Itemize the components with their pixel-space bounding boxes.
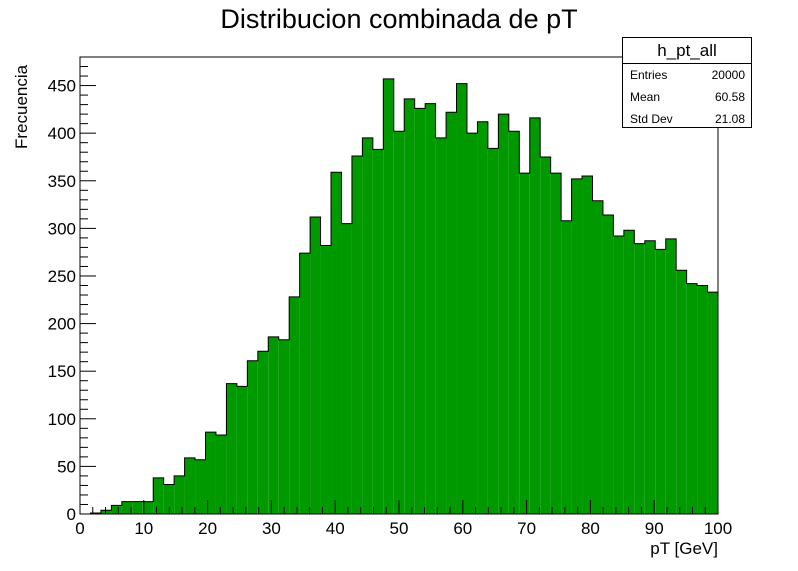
histogram-bar <box>132 501 143 514</box>
histogram-bar <box>153 477 164 514</box>
chart-title: Distribucion combinada de pT <box>220 4 577 34</box>
histogram-bar <box>676 270 687 514</box>
histogram-bar <box>425 103 436 514</box>
histogram-bar <box>487 148 499 514</box>
histogram-bar <box>111 505 122 514</box>
histogram-bar <box>404 98 415 515</box>
histogram-bar <box>707 292 718 514</box>
histogram-bar <box>362 137 373 515</box>
histogram-bar <box>540 156 551 514</box>
histogram-bar <box>665 238 677 515</box>
x-tick-label: 100 <box>704 519 732 538</box>
histogram-bar <box>582 176 593 514</box>
histogram-bar <box>550 173 562 514</box>
x-tick-label: 60 <box>453 519 472 538</box>
x-tick-label: 10 <box>134 519 153 538</box>
y-tick-label: 200 <box>48 315 76 334</box>
stats-box: h_pt_all Entries 20000 Mean 60.58 Std De… <box>622 37 752 128</box>
y-tick-label: 300 <box>48 219 76 238</box>
histogram-bar <box>383 78 394 514</box>
y-tick-label: 50 <box>57 457 76 476</box>
stats-histogram-name: h_pt_all <box>623 38 751 64</box>
histogram-bar <box>446 112 457 515</box>
histogram-bar <box>592 200 603 514</box>
histogram-bar <box>644 240 656 515</box>
y-tick-label: 0 <box>67 505 76 524</box>
stats-row-std-dev: Std Dev 21.08 <box>623 108 751 130</box>
histogram-bar <box>498 114 509 514</box>
histogram-bar <box>351 156 363 514</box>
histogram-bar <box>215 434 227 514</box>
x-tick-label: 70 <box>517 519 536 538</box>
histogram-bar <box>341 223 352 515</box>
histogram-bar <box>634 243 645 514</box>
histogram-bars <box>80 78 719 515</box>
histogram-bar <box>121 501 133 514</box>
x-tick-label: 80 <box>581 519 600 538</box>
histogram-bar <box>686 283 698 514</box>
y-tick-label: 250 <box>48 267 76 286</box>
histogram-bar <box>142 501 154 514</box>
y-axis: 0 50 100 150 200 250 300 350 400 450 <box>48 56 96 524</box>
histogram-bar <box>477 121 488 514</box>
histogram-bar <box>529 117 541 514</box>
x-tick-label: 30 <box>262 519 281 538</box>
histogram-bar <box>289 296 300 514</box>
histogram-bar <box>372 149 384 514</box>
stats-value: 21.08 <box>714 112 745 126</box>
histogram-bar <box>508 131 520 514</box>
histogram-bar <box>226 383 237 514</box>
histogram-bar <box>299 253 311 515</box>
histogram-bar <box>195 459 206 514</box>
histogram-bar <box>236 386 248 514</box>
y-axis-title: Frecuencia <box>12 64 31 149</box>
histogram-bar <box>519 173 530 514</box>
x-tick-label: 90 <box>645 519 664 538</box>
y-tick-label: 350 <box>48 172 76 191</box>
histogram-bar <box>561 220 572 514</box>
x-axis: 0 10 20 30 40 50 60 70 80 90 100 <box>75 500 732 538</box>
stats-value: 20000 <box>711 68 745 82</box>
stats-label: Mean <box>630 90 661 104</box>
histogram-bar <box>205 432 216 514</box>
histogram-bar <box>278 339 290 514</box>
y-tick-label: 100 <box>48 410 76 429</box>
x-axis-title: pT [GeV] <box>650 539 718 558</box>
stats-label: Entries <box>630 68 668 82</box>
stats-row-mean: Mean 60.58 <box>623 86 751 108</box>
histogram-bar <box>623 230 635 514</box>
histogram-bar <box>697 285 708 514</box>
histogram-bar <box>655 249 666 514</box>
histogram-bar <box>571 178 583 514</box>
histogram-bar <box>268 336 279 514</box>
histogram-outline <box>80 78 719 515</box>
histogram-bar <box>320 245 332 514</box>
stats-value: 60.58 <box>714 90 745 104</box>
histogram-bar <box>414 108 426 514</box>
histogram-bar <box>247 360 258 514</box>
histogram-bar <box>310 216 321 514</box>
histogram-bar <box>163 484 175 514</box>
histogram-bar <box>100 510 112 514</box>
histogram-bar <box>184 457 196 514</box>
histogram-bar <box>466 133 478 514</box>
histogram-bar <box>331 172 342 514</box>
histogram-bar <box>602 215 614 514</box>
histogram-bar <box>393 131 405 514</box>
histogram-bar <box>456 83 467 515</box>
stats-row-entries: Entries 20000 <box>623 64 751 86</box>
histogram-bar <box>613 235 624 514</box>
x-tick-label: 40 <box>326 519 345 538</box>
y-tick-label: 450 <box>48 77 76 96</box>
x-tick-label: 50 <box>390 519 409 538</box>
y-tick-label: 400 <box>48 124 76 143</box>
x-tick-label: 0 <box>75 519 84 538</box>
histogram-bar <box>435 137 447 515</box>
y-tick-label: 150 <box>48 362 76 381</box>
histogram-bar <box>257 351 269 514</box>
stats-label: Std Dev <box>630 112 673 126</box>
histogram-bar <box>174 475 185 514</box>
x-tick-label: 20 <box>198 519 217 538</box>
